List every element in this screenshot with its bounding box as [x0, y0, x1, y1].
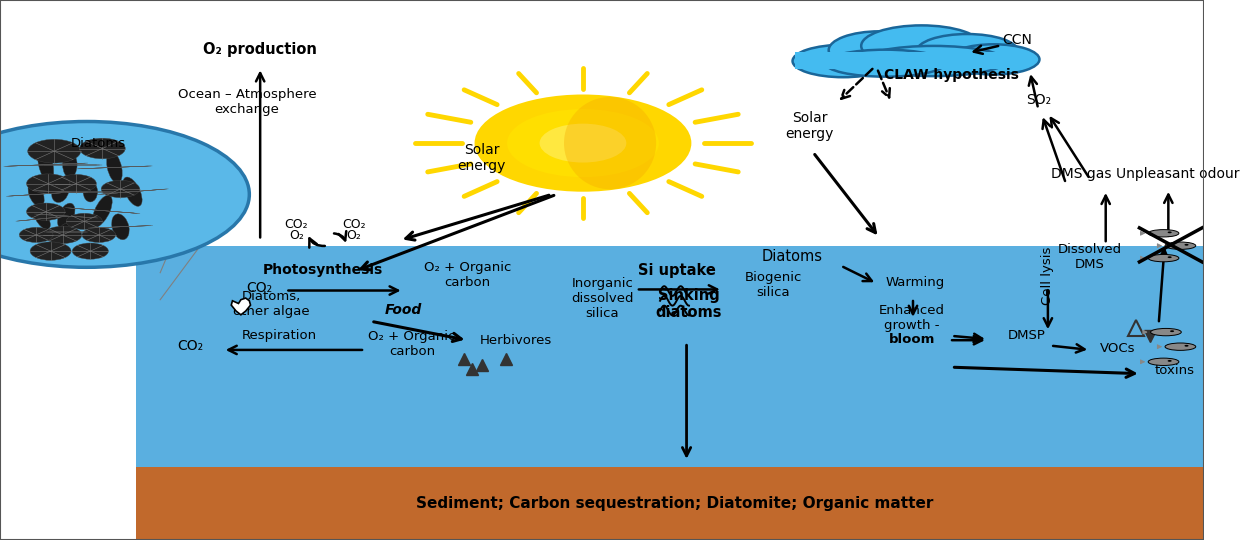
- Circle shape: [82, 227, 116, 242]
- Ellipse shape: [1148, 230, 1179, 237]
- Ellipse shape: [1165, 343, 1195, 350]
- Text: CCN: CCN: [1002, 33, 1032, 48]
- Text: bloom: bloom: [889, 333, 935, 347]
- Ellipse shape: [123, 177, 142, 206]
- Text: DMSP: DMSP: [1007, 329, 1045, 342]
- Text: O₂ + Organic
carbon: O₂ + Organic carbon: [369, 330, 456, 359]
- Ellipse shape: [1150, 328, 1182, 336]
- Bar: [136, 246, 1204, 467]
- Polygon shape: [232, 298, 250, 315]
- Circle shape: [474, 94, 691, 192]
- Circle shape: [56, 174, 96, 193]
- Text: O₂: O₂: [289, 228, 304, 242]
- Bar: [796, 52, 1023, 69]
- Ellipse shape: [57, 203, 75, 229]
- Ellipse shape: [1148, 358, 1179, 366]
- Ellipse shape: [793, 45, 894, 77]
- Text: DMS gas: DMS gas: [1051, 167, 1112, 181]
- Circle shape: [66, 213, 102, 230]
- Ellipse shape: [1148, 254, 1179, 262]
- Ellipse shape: [862, 25, 981, 66]
- Circle shape: [1184, 345, 1189, 347]
- Text: toxins: toxins: [1154, 363, 1194, 377]
- Text: CO₂: CO₂: [285, 218, 308, 231]
- Text: Unpleasant odour: Unpleasant odour: [1117, 167, 1240, 181]
- Circle shape: [507, 109, 659, 177]
- Text: CO₂: CO₂: [177, 339, 203, 353]
- Ellipse shape: [825, 50, 945, 77]
- Text: VOCs: VOCs: [1101, 342, 1135, 355]
- Circle shape: [101, 180, 139, 198]
- FancyArrowPatch shape: [1158, 244, 1162, 247]
- Text: Respiration: Respiration: [242, 329, 317, 342]
- Text: O₂: O₂: [346, 228, 361, 242]
- Circle shape: [44, 226, 82, 244]
- Text: Cell lysis: Cell lysis: [1041, 247, 1055, 306]
- Ellipse shape: [62, 152, 77, 178]
- Text: Ocean – Atmosphere
exchange: Ocean – Atmosphere exchange: [178, 89, 316, 117]
- Text: CO₂: CO₂: [247, 281, 271, 295]
- FancyArrowPatch shape: [1143, 330, 1147, 334]
- Circle shape: [0, 122, 249, 267]
- Text: O₂ production: O₂ production: [203, 42, 317, 57]
- Text: SO₂: SO₂: [1026, 93, 1051, 107]
- Circle shape: [72, 243, 108, 259]
- Text: Sinking
diatoms: Sinking diatoms: [656, 288, 722, 320]
- Circle shape: [80, 138, 126, 159]
- Ellipse shape: [916, 34, 1017, 69]
- Circle shape: [539, 124, 626, 163]
- Text: Sediment; Carbon sequestration; Diatomite; Organic matter: Sediment; Carbon sequestration; Diatomit…: [416, 496, 934, 511]
- Text: CLAW hypothesis: CLAW hypothesis: [884, 69, 1018, 83]
- Ellipse shape: [107, 152, 122, 183]
- FancyArrowPatch shape: [1158, 345, 1162, 348]
- Bar: [136, 467, 1204, 540]
- Text: O₂ + Organic
carbon: O₂ + Organic carbon: [423, 261, 510, 289]
- Ellipse shape: [112, 214, 129, 240]
- Text: Dissolved
DMS: Dissolved DMS: [1058, 244, 1122, 272]
- Ellipse shape: [1165, 242, 1195, 249]
- Circle shape: [1168, 256, 1172, 258]
- Text: Herbivores: Herbivores: [479, 334, 552, 347]
- Ellipse shape: [92, 195, 112, 226]
- Circle shape: [1170, 330, 1174, 332]
- Text: Solar
energy: Solar energy: [458, 143, 505, 173]
- Circle shape: [30, 242, 71, 260]
- Circle shape: [19, 227, 54, 242]
- Text: Diatoms: Diatoms: [71, 137, 126, 150]
- FancyArrowPatch shape: [1140, 256, 1144, 260]
- Ellipse shape: [564, 97, 656, 190]
- Text: Enhanced
growth -: Enhanced growth -: [879, 305, 945, 333]
- Text: Solar
energy: Solar energy: [786, 111, 834, 141]
- Circle shape: [1184, 244, 1189, 246]
- FancyArrowPatch shape: [1140, 232, 1144, 235]
- Circle shape: [27, 139, 81, 163]
- Text: Diatoms: Diatoms: [762, 249, 823, 265]
- Text: Inorganic
dissolved
silica: Inorganic dissolved silica: [571, 276, 634, 320]
- FancyArrowPatch shape: [309, 238, 325, 248]
- Circle shape: [26, 174, 70, 193]
- Ellipse shape: [83, 181, 97, 202]
- Text: Diatoms,
other algae: Diatoms, other algae: [233, 291, 309, 319]
- Ellipse shape: [37, 147, 54, 182]
- FancyArrowPatch shape: [1140, 360, 1144, 363]
- Text: Warming: Warming: [885, 276, 945, 289]
- Text: Food: Food: [385, 303, 422, 318]
- FancyArrowPatch shape: [334, 231, 346, 240]
- Text: Si uptake: Si uptake: [637, 264, 716, 279]
- Text: Photosynthesis: Photosynthesis: [263, 264, 383, 278]
- Ellipse shape: [29, 183, 45, 206]
- Circle shape: [1168, 232, 1172, 233]
- Ellipse shape: [829, 31, 930, 69]
- Ellipse shape: [34, 208, 50, 230]
- Ellipse shape: [947, 44, 1040, 75]
- Ellipse shape: [51, 181, 68, 202]
- Ellipse shape: [60, 224, 73, 241]
- Text: Biogenic
silica: Biogenic silica: [745, 271, 802, 299]
- Circle shape: [26, 203, 65, 220]
- Circle shape: [1168, 360, 1172, 362]
- Ellipse shape: [862, 46, 1006, 76]
- Text: CO₂: CO₂: [342, 218, 366, 231]
